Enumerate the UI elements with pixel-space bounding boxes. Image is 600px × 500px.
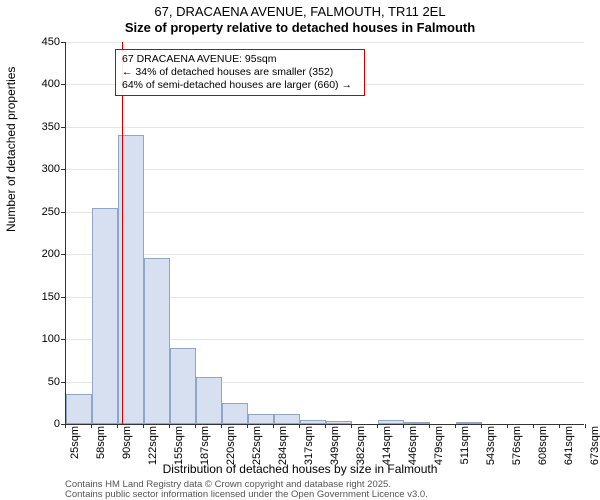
highlight-marker-line bbox=[122, 42, 124, 424]
x-tick-mark bbox=[533, 424, 534, 428]
y-tick-label: 0 bbox=[24, 418, 60, 430]
annotation-line-3: 64% of semi-detached houses are larger (… bbox=[122, 79, 358, 92]
histogram-bar bbox=[66, 394, 92, 424]
x-axis-label: Distribution of detached houses by size … bbox=[0, 462, 600, 476]
y-tick-label: 400 bbox=[24, 78, 60, 90]
histogram-bar bbox=[92, 208, 118, 424]
x-tick-mark bbox=[429, 424, 430, 428]
histogram-bar bbox=[170, 348, 196, 424]
x-tick-mark bbox=[507, 424, 508, 428]
plot-area bbox=[65, 42, 584, 425]
x-tick-mark bbox=[351, 424, 352, 428]
x-tick-mark bbox=[221, 424, 222, 428]
histogram-bar bbox=[196, 377, 222, 424]
histogram-bar bbox=[378, 420, 404, 424]
x-tick-mark bbox=[455, 424, 456, 428]
x-tick-mark bbox=[299, 424, 300, 428]
histogram-bar bbox=[248, 414, 274, 424]
x-tick-mark bbox=[195, 424, 196, 428]
y-tick-label: 150 bbox=[24, 291, 60, 303]
x-tick-mark bbox=[143, 424, 144, 428]
chart-title-address: 67, DRACAENA AVENUE, FALMOUTH, TR11 2EL bbox=[0, 4, 600, 19]
x-tick-mark bbox=[325, 424, 326, 428]
x-tick-mark bbox=[247, 424, 248, 428]
annotation-line-1: 67 DRACAENA AVENUE: 95sqm bbox=[122, 53, 358, 66]
y-tick-label: 450 bbox=[24, 36, 60, 48]
histogram-bar bbox=[274, 414, 300, 424]
x-tick-mark bbox=[481, 424, 482, 428]
y-tick-label: 250 bbox=[24, 206, 60, 218]
y-tick-label: 50 bbox=[24, 376, 60, 388]
y-tick-label: 300 bbox=[24, 163, 60, 175]
y-axis-label: Number of detached properties bbox=[4, 67, 18, 232]
chart-title-description: Size of property relative to detached ho… bbox=[0, 20, 600, 35]
histogram-bar bbox=[144, 258, 170, 424]
footnote-line-2: Contains public sector information licen… bbox=[65, 490, 428, 500]
x-tick-mark bbox=[65, 424, 66, 428]
x-tick-mark bbox=[169, 424, 170, 428]
histogram-bar bbox=[222, 403, 248, 424]
x-tick-mark bbox=[117, 424, 118, 428]
footnote: Contains HM Land Registry data © Crown c… bbox=[65, 480, 428, 500]
x-tick-mark bbox=[273, 424, 274, 428]
x-tick-mark bbox=[91, 424, 92, 428]
y-tick-label: 100 bbox=[24, 333, 60, 345]
annotation-line-2: ← 34% of detached houses are smaller (35… bbox=[122, 66, 358, 79]
x-tick-mark bbox=[559, 424, 560, 428]
histogram-bar bbox=[404, 422, 430, 424]
annotation-callout-box: 67 DRACAENA AVENUE: 95sqm ← 34% of detac… bbox=[115, 49, 365, 96]
histogram-bar bbox=[456, 422, 482, 424]
x-tick-mark bbox=[377, 424, 378, 428]
gridline bbox=[66, 42, 584, 43]
histogram-bar bbox=[326, 421, 352, 424]
x-tick-mark bbox=[403, 424, 404, 428]
y-tick-label: 200 bbox=[24, 248, 60, 260]
chart-container: 67, DRACAENA AVENUE, FALMOUTH, TR11 2EL … bbox=[0, 0, 600, 500]
histogram-bar bbox=[300, 420, 326, 424]
gridline bbox=[66, 127, 584, 128]
x-tick-mark bbox=[585, 424, 586, 428]
y-tick-label: 350 bbox=[24, 121, 60, 133]
